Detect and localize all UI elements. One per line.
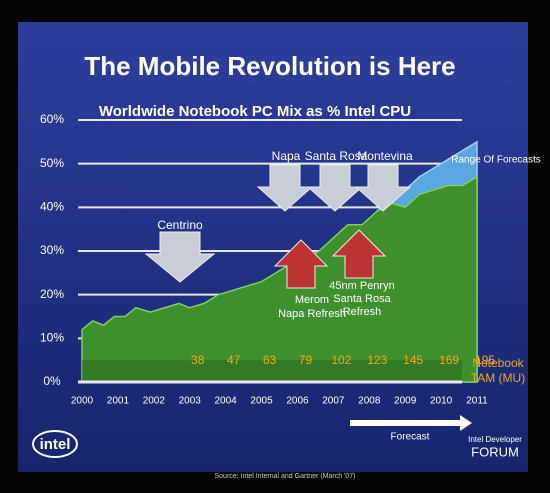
annotation: Santa Rosa (333, 293, 391, 305)
legend-label: Range Of Forecasts (451, 155, 540, 166)
y-tick-label: 30% (40, 243, 64, 257)
forecast-arrow (350, 415, 472, 431)
y-tick-label: 20% (40, 287, 64, 301)
x-tick-label: 2006 (286, 396, 309, 407)
x-tick-label: 2011 (466, 396, 488, 407)
tam-value: 102 (331, 353, 351, 367)
x-tick-label: 2003 (179, 396, 202, 407)
annotation: Montevina (357, 149, 413, 163)
y-tick-label: 0% (43, 374, 61, 388)
y-tick-label: 60% (40, 112, 64, 126)
annotation: Napa (272, 149, 301, 163)
tam-value: 38 (191, 353, 205, 367)
x-tick-label: 2005 (250, 396, 273, 407)
annotation: Napa Refresh (278, 308, 346, 320)
x-tick-label: 2007 (322, 396, 345, 407)
x-tick-label: 2001 (107, 396, 130, 407)
x-tick-label: 2002 (143, 396, 166, 407)
annotation: Santa Rosa (305, 149, 368, 163)
tam-value: 169 (439, 353, 459, 367)
x-tick-label: 2008 (358, 396, 381, 407)
tam-value: 63 (263, 353, 277, 367)
idf-label: Intel Developer (468, 435, 522, 444)
tam-value: 79 (299, 353, 313, 367)
tam-label: Notebook (472, 356, 524, 370)
x-tick-label: 2000 (71, 396, 94, 407)
source: Source: Intel Internal and Gartner (Marc… (214, 473, 355, 480)
y-tick-label: 50% (40, 156, 64, 170)
tam-value: 47 (227, 353, 241, 367)
area (81, 175, 478, 383)
x-tick-label: 2009 (394, 396, 417, 407)
idf-label: FORUM (471, 444, 519, 459)
tam-value: 145 (403, 353, 423, 367)
y-tick-label: 40% (40, 200, 64, 214)
y-tick-label: 10% (40, 331, 64, 345)
chart-subtitle: Worldwide Notebook PC Mix as % Intel CPU (99, 103, 411, 120)
forecast-label: Forecast (391, 432, 430, 443)
logo: intel (40, 436, 71, 453)
annotation-arrows (144, 164, 412, 289)
logo-ring (32, 430, 78, 458)
tam-value: 195 (475, 353, 495, 367)
tam-value: 123 (367, 353, 387, 367)
x-tick-label: 2004 (215, 396, 238, 407)
annotation: Merom (295, 294, 329, 306)
annotation: 45nm Penryn (329, 280, 394, 292)
slide-title: The Mobile Revolution is Here (84, 51, 455, 81)
x-tick-label: 2010 (430, 396, 453, 407)
tam-label: TAM (MU) (471, 371, 525, 385)
baseline-band (82, 360, 462, 382)
annotation: Centrino (157, 218, 203, 232)
annotation: Refresh (343, 306, 382, 318)
